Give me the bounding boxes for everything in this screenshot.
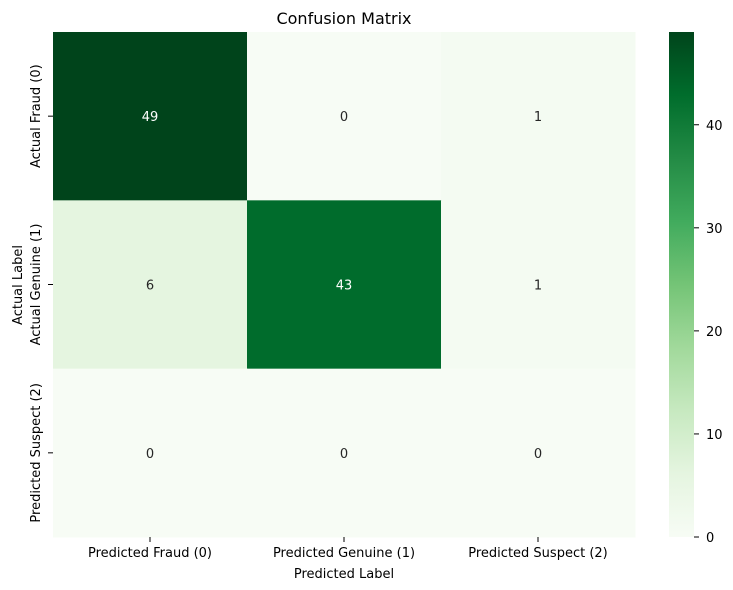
heatmap-cell-r2-c2 bbox=[441, 368, 636, 538]
x-axis-ticks: Predicted Fraud (0) Predicted Genuine (1)… bbox=[88, 537, 608, 561]
heatmap-cells bbox=[53, 32, 636, 538]
colorbar-tick-label: 0 bbox=[706, 531, 714, 546]
cell-value-label: 0 bbox=[534, 447, 542, 462]
colorbar bbox=[669, 32, 694, 537]
y-axis-label: Actual Label bbox=[11, 245, 26, 325]
y-axis-ticks: Actual Fraud (0) Actual Genuine (1) Predic… bbox=[29, 64, 53, 523]
cell-value-label: 0 bbox=[340, 110, 348, 125]
colorbar-tick-label: 20 bbox=[706, 325, 723, 340]
colorbar-ticks: 0 10 20 30 40 bbox=[694, 119, 723, 546]
y-tick-label: Predicted Suspect (2) bbox=[29, 383, 44, 522]
cell-value-label: 1 bbox=[534, 279, 542, 294]
x-tick-label: Predicted Suspect (2) bbox=[468, 546, 607, 561]
x-tick-label: Predicted Fraud (0) bbox=[88, 546, 212, 561]
colorbar-tick-label: 30 bbox=[706, 222, 723, 237]
y-tick-label: Actual Fraud (0) bbox=[29, 64, 44, 168]
cell-value-label: 43 bbox=[336, 279, 353, 294]
heatmap-cell-r1-c0 bbox=[53, 200, 248, 370]
heatmap-cell-r2-c0 bbox=[53, 368, 248, 538]
heatmap-cell-labels: 49 0 1 6 43 1 0 0 0 bbox=[142, 110, 542, 462]
cell-value-label: 6 bbox=[146, 279, 154, 294]
heatmap-cell-r1-c1 bbox=[247, 200, 442, 370]
heatmap-cell-r0-c1 bbox=[247, 32, 442, 201]
cell-value-label: 1 bbox=[534, 110, 542, 125]
heatmap-cell-r2-c1 bbox=[247, 368, 442, 538]
heatmap-cell-r1-c2 bbox=[441, 200, 636, 370]
y-tick-label: Actual Genuine (1) bbox=[29, 224, 44, 346]
chart-title: Confusion Matrix bbox=[276, 9, 411, 28]
colorbar-tick-label: 40 bbox=[706, 119, 723, 134]
cell-value-label: 0 bbox=[340, 447, 348, 462]
heatmap-cell-r0-c0 bbox=[53, 32, 248, 201]
x-tick-label: Predicted Genuine (1) bbox=[273, 546, 415, 561]
heatmap-cell-r0-c2 bbox=[441, 32, 636, 201]
cell-value-label: 49 bbox=[142, 110, 159, 125]
cell-value-label: 0 bbox=[146, 447, 154, 462]
x-axis-label: Predicted Label bbox=[294, 567, 394, 582]
colorbar-tick-label: 10 bbox=[706, 428, 723, 443]
